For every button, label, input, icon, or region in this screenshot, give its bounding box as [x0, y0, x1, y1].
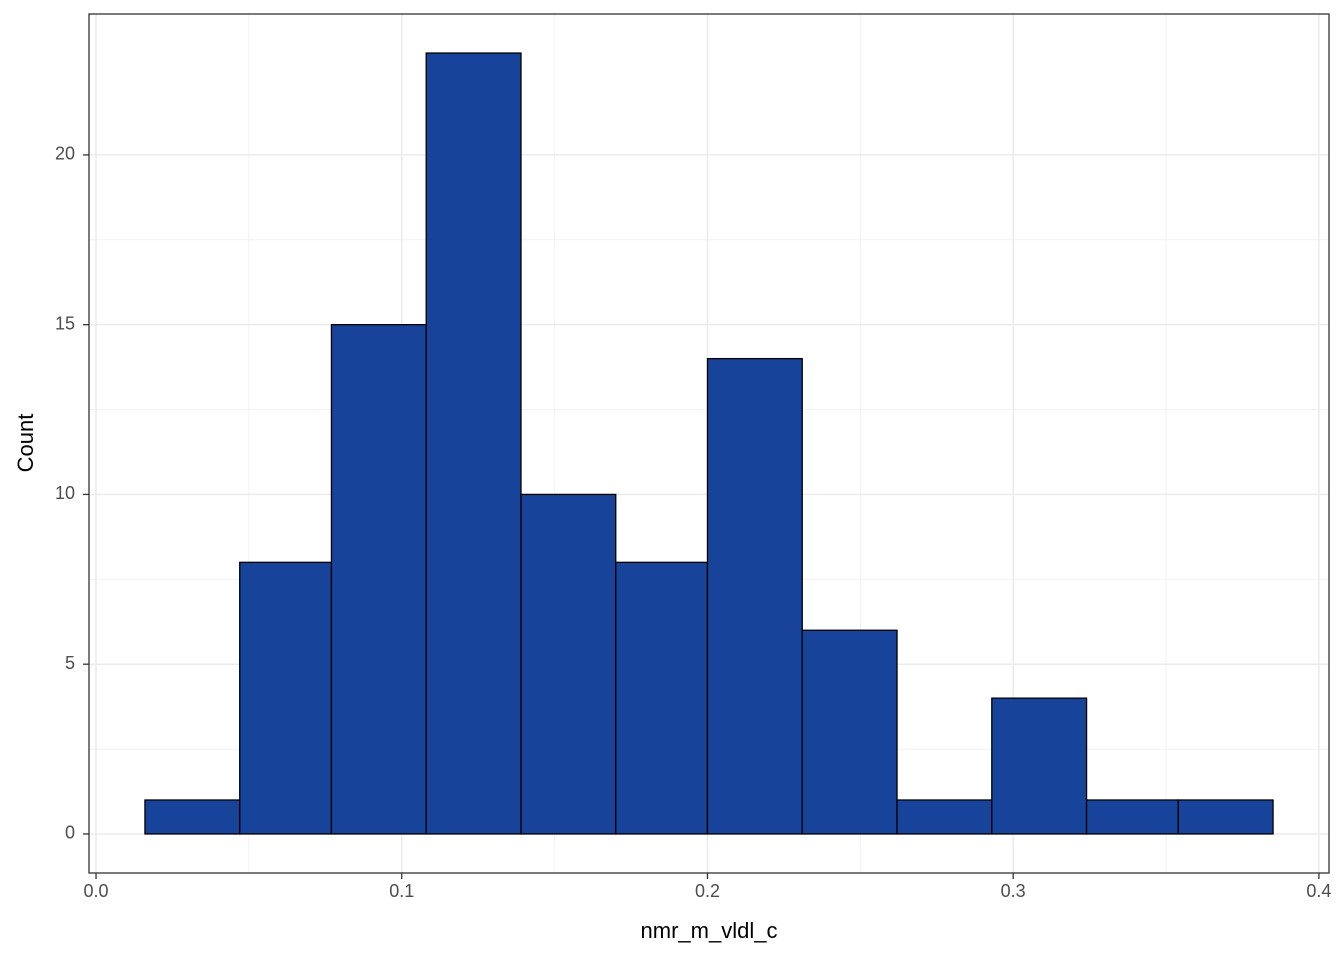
x-tick-label: 0.1 — [389, 881, 414, 901]
y-tick-label: 5 — [65, 653, 75, 673]
bar — [801, 629, 898, 835]
y-tick-label: 20 — [55, 144, 75, 164]
x-tick-label: 0.3 — [1001, 881, 1026, 901]
bar — [896, 799, 993, 835]
bar — [330, 324, 427, 835]
x-tick-label: 0.2 — [695, 881, 720, 901]
bar — [1085, 799, 1179, 835]
x-tick-label: 0.4 — [1306, 881, 1331, 901]
bar — [991, 697, 1088, 835]
y-tick-label: 0 — [65, 823, 75, 843]
bar — [706, 357, 803, 835]
y-tick-label: 10 — [55, 483, 75, 503]
bar — [144, 799, 241, 835]
bar — [520, 493, 617, 835]
bar — [239, 561, 333, 835]
bar — [1177, 799, 1274, 835]
x-axis-title: nmr_m_vldl_c — [641, 918, 778, 943]
bar — [615, 561, 709, 835]
bar — [425, 52, 522, 835]
x-tick-label: 0.0 — [84, 881, 109, 901]
panel-border — [88, 13, 1330, 874]
y-axis-title: Count — [13, 414, 38, 473]
y-tick-label: 15 — [55, 313, 75, 333]
